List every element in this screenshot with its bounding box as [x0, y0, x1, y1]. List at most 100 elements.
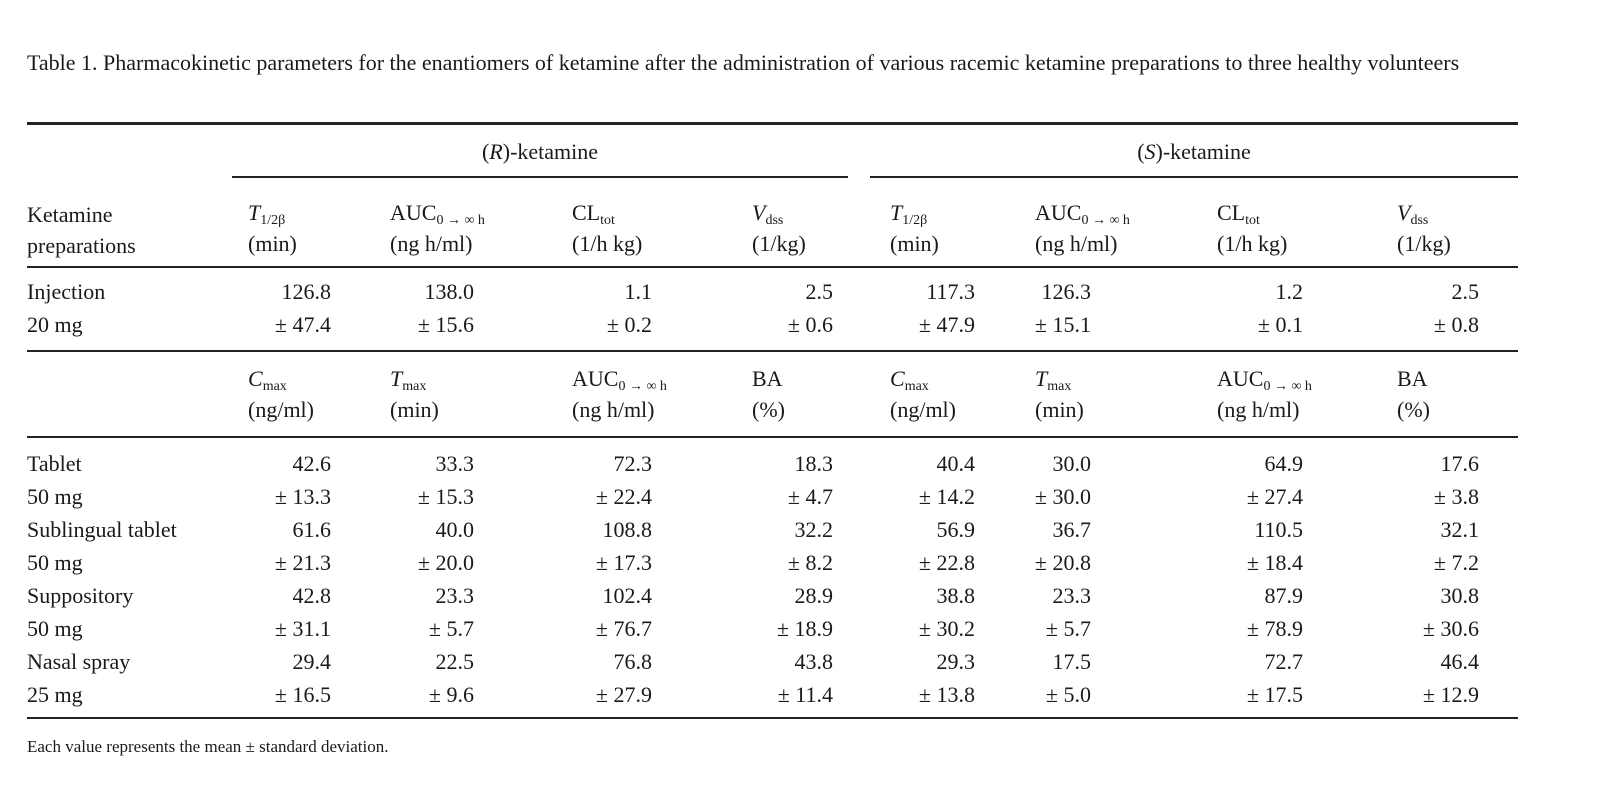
iv-column-header: Vdss [752, 200, 784, 228]
iv-column-unit: (1/h kg) [1217, 231, 1288, 256]
ev-mean-value: 32.1 [1440, 517, 1480, 542]
ev-mean-value: 18.3 [794, 451, 834, 476]
ev-mean-value: 17.6 [1440, 451, 1480, 476]
ev-sd-value: ± 12.9 [1422, 682, 1479, 707]
ev-row-name: Nasal spray [27, 649, 131, 674]
ev-sd-value: ± 31.1 [274, 616, 331, 641]
row-header-label: preparations [27, 233, 136, 258]
ev-sd-value: ± 78.9 [1246, 616, 1303, 641]
ev-column-unit: (min) [1035, 397, 1084, 422]
ev-column-header: BA [752, 366, 783, 391]
iv-column-unit: (1/kg) [752, 231, 806, 256]
ev-mean-value: 23.3 [1052, 583, 1092, 608]
ev-mean-value: 43.8 [794, 649, 834, 674]
ev-row-dose: 25 mg [27, 682, 83, 707]
ev-sd-value: ± 18.9 [776, 616, 833, 641]
ev-sd-value: ± 11.4 [777, 682, 833, 707]
ev-sd-value: ± 14.2 [918, 484, 975, 509]
ev-mean-value: 36.7 [1052, 517, 1092, 542]
ev-mean-value: 42.6 [292, 451, 332, 476]
ev-mean-value: 87.9 [1264, 583, 1304, 608]
iv-sd-value: ± 47.9 [918, 312, 975, 337]
iv-mean-value: 1.2 [1275, 279, 1304, 304]
iv-column-header: CLtot [572, 200, 615, 228]
iv-column-unit: (ng h/ml) [390, 231, 473, 256]
ev-sd-value: ± 76.7 [595, 616, 652, 641]
ev-sd-value: ± 17.5 [1246, 682, 1303, 707]
iv-mean-value: 126.8 [281, 279, 332, 304]
ev-row-dose: 50 mg [27, 550, 83, 575]
ev-mean-value: 42.8 [292, 583, 332, 608]
iv-sd-value: ± 15.1 [1034, 312, 1091, 337]
header-rule [27, 266, 1518, 268]
ev-sd-value: ± 30.6 [1422, 616, 1479, 641]
iv-column-header: T1/2β [248, 200, 286, 228]
ev-mean-value: 29.4 [292, 649, 332, 674]
ev-sd-value: ± 22.4 [595, 484, 652, 509]
iv-mean-value: 138.0 [424, 279, 475, 304]
table-footnote: Each value represents the mean ± standar… [27, 737, 389, 756]
iv-column-unit: (min) [248, 231, 297, 256]
iv-column-header: T1/2β [890, 200, 928, 228]
iv-column-unit: (ng h/ml) [1035, 231, 1118, 256]
iv-row-dose: 20 mg [27, 312, 83, 337]
iv-column-header: AUC0 → ∞ h [390, 200, 485, 228]
ev-sd-value: ± 9.6 [428, 682, 474, 707]
ev-row-name: Tablet [27, 451, 82, 476]
section-rule [27, 350, 1518, 352]
iv-sd-value: ± 0.8 [1433, 312, 1479, 337]
ev-row-name: Suppository [27, 583, 134, 608]
ev-sd-value: ± 8.2 [787, 550, 833, 575]
ev-column-header: Cmax [248, 366, 287, 394]
iv-column-header: Vdss [1397, 200, 1429, 228]
ev-mean-value: 110.5 [1254, 517, 1303, 542]
ev-sd-value: ± 30.0 [1034, 484, 1091, 509]
ev-sd-value: ± 13.8 [918, 682, 975, 707]
ev-column-unit: (%) [752, 397, 785, 422]
ev-column-unit: (min) [390, 397, 439, 422]
ev-mean-value: 76.8 [613, 649, 653, 674]
ev-mean-value: 22.5 [435, 649, 475, 674]
ev-column-header: AUC0 → ∞ h [1217, 366, 1312, 394]
ev-sd-value: ± 15.3 [417, 484, 474, 509]
ev-mean-value: 30.0 [1052, 451, 1092, 476]
group-header: (R)-ketamine [481, 139, 599, 164]
ev-column-unit: (%) [1397, 397, 1430, 422]
ev-mean-value: 29.3 [936, 649, 976, 674]
table-caption: Table 1. Pharmacokinetic parameters for … [27, 50, 1460, 75]
ev-sd-value: ± 7.2 [1433, 550, 1479, 575]
iv-sd-value: ± 47.4 [274, 312, 331, 337]
ev-row-name: Sublingual tablet [27, 517, 177, 542]
top-rule [27, 122, 1518, 125]
group-underline [232, 176, 848, 178]
ev-mean-value: 23.3 [435, 583, 475, 608]
ev-mean-value: 30.8 [1440, 583, 1480, 608]
iv-mean-value: 2.5 [805, 279, 834, 304]
ev-column-header: BA [1397, 366, 1428, 391]
ev-sd-value: ± 13.3 [274, 484, 331, 509]
iv-sd-value: ± 0.1 [1257, 312, 1303, 337]
ev-mean-value: 72.3 [613, 451, 653, 476]
iv-mean-value: 117.3 [926, 279, 975, 304]
ev-mean-value: 17.5 [1052, 649, 1092, 674]
ev-sd-value: ± 5.7 [428, 616, 474, 641]
ev-row-dose: 50 mg [27, 484, 83, 509]
ev-sd-value: ± 27.9 [595, 682, 652, 707]
ev-mean-value: 40.4 [936, 451, 976, 476]
ev-mean-value: 56.9 [936, 517, 976, 542]
header-rule [27, 436, 1518, 438]
iv-sd-value: ± 0.6 [787, 312, 833, 337]
iv-sd-value: ± 15.6 [417, 312, 474, 337]
ev-mean-value: 33.3 [435, 451, 475, 476]
iv-mean-value: 2.5 [1451, 279, 1480, 304]
ev-sd-value: ± 20.0 [417, 550, 474, 575]
ev-mean-value: 61.6 [292, 517, 332, 542]
ev-mean-value: 108.8 [602, 517, 653, 542]
iv-column-unit: (min) [890, 231, 939, 256]
group-header: (S)-ketamine [1137, 139, 1251, 164]
iv-column-header: CLtot [1217, 200, 1260, 228]
ev-mean-value: 64.9 [1264, 451, 1304, 476]
ev-sd-value: ± 22.8 [918, 550, 975, 575]
iv-mean-value: 1.1 [624, 279, 653, 304]
group-underline [870, 176, 1518, 178]
